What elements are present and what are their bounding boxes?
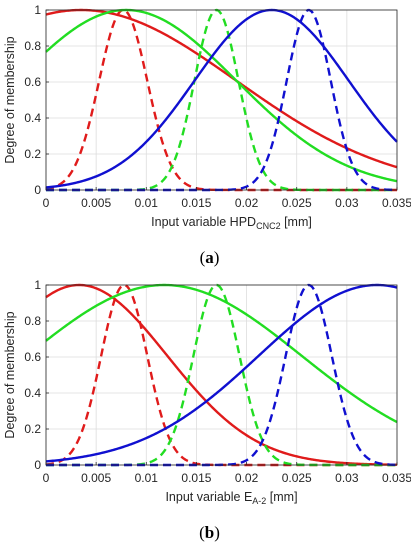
y-tick-label: 0.2 xyxy=(24,147,41,161)
x-tick-label: 0.035 xyxy=(382,196,411,210)
x-axis-label: Input variable EA-2 [mm] xyxy=(165,490,297,506)
x-tick-label: 0 xyxy=(43,196,50,210)
chart-panel-a: 0 0.005 0.01 0.015 0.02 0.025 0.03 0.035 0 0.2 0.4… xyxy=(3,3,411,267)
x-axis-label-subscript: CNC2 xyxy=(256,221,281,231)
axes-frame xyxy=(45,9,398,191)
x-tick-label: 0.005 xyxy=(81,196,111,210)
membership-chart-a: 0 0.005 0.01 0.015 0.02 0.025 0.03 0.035 0 0.2 0.4… xyxy=(3,3,411,267)
series-line-1-solid xyxy=(45,8,398,169)
series-line-1-solid xyxy=(45,283,398,466)
x-axis-label: Input variable HPDCNC2 [mm] xyxy=(151,215,312,231)
y-tick-labels: 0 0.2 0.4 0.6 0.8 1 xyxy=(24,278,49,472)
y-tick-label: 0.8 xyxy=(24,314,41,328)
x-tick-label: 0.01 xyxy=(135,196,159,210)
panel-label-letter: b xyxy=(205,523,214,542)
x-tick-label: 0.01 xyxy=(135,471,159,485)
x-axis-label-unit: [mm] xyxy=(266,490,297,504)
chart-panel-b: 0 0.005 0.01 0.015 0.02 0.025 0.03 0.035 0 0.2 0.4… xyxy=(0,275,411,550)
y-tick-label: 0.6 xyxy=(24,350,41,364)
y-axis-label: Degree of membership xyxy=(3,36,17,163)
y-tick-label: 0.8 xyxy=(24,39,41,53)
x-axis-label-main: Input variable E xyxy=(165,490,252,504)
axes-frame xyxy=(45,284,398,466)
y-tick-label: 0.6 xyxy=(24,75,41,89)
plot-area xyxy=(46,10,397,190)
y-tick-label: 0.4 xyxy=(24,386,41,400)
y-tick-label: 0.2 xyxy=(24,422,41,436)
x-tick-label: 0.03 xyxy=(335,471,359,485)
series-line-3-solid xyxy=(45,8,398,183)
y-tick-labels: 0 0.2 0.4 0.6 0.8 1 xyxy=(24,3,49,197)
panel-label-close: ) xyxy=(214,523,220,542)
x-tick-label: 0.015 xyxy=(181,196,211,210)
panel-label: (b) xyxy=(199,523,220,542)
x-tick-label: 0.005 xyxy=(81,471,111,485)
x-tick-label: 0.025 xyxy=(282,196,312,210)
plot-area xyxy=(46,285,397,465)
x-axis-label-subscript: A-2 xyxy=(252,496,266,506)
x-tick-label: 0.015 xyxy=(181,471,211,485)
x-tick-labels: 0 0.005 0.01 0.015 0.02 0.025 0.03 0.035 xyxy=(43,462,411,485)
y-tick-label: 0 xyxy=(34,458,41,472)
y-tick-label: 1 xyxy=(34,278,41,292)
x-tick-label: 0.025 xyxy=(282,471,312,485)
x-tick-label: 0.035 xyxy=(382,471,411,485)
series-line-5-solid xyxy=(45,283,398,463)
panel-label-open: ( xyxy=(199,523,205,542)
x-tick-label: 0.02 xyxy=(235,471,259,485)
y-tick-label: 0 xyxy=(34,183,41,197)
panel-label-open: ( xyxy=(200,248,206,267)
x-tick-label: 0.03 xyxy=(335,196,359,210)
y-tick-label: 1 xyxy=(34,3,41,17)
membership-chart-b: 0 0.005 0.01 0.015 0.02 0.025 0.03 0.035 0 0.2 0.4… xyxy=(3,278,411,542)
x-tick-label: 0 xyxy=(43,471,50,485)
x-tick-labels: 0 0.005 0.01 0.015 0.02 0.025 0.03 0.035 xyxy=(43,187,411,210)
panel-label: (a) xyxy=(200,248,220,267)
panel-label-letter: a xyxy=(205,248,214,267)
y-axis-label: Degree of membership xyxy=(3,311,17,438)
x-axis-label-unit: [mm] xyxy=(281,215,312,229)
panel-label-close: ) xyxy=(214,248,220,267)
x-axis-label-main: Input variable HPD xyxy=(151,215,256,229)
y-tick-label: 0.4 xyxy=(24,111,41,125)
x-tick-label: 0.02 xyxy=(235,196,259,210)
series-line-5-solid xyxy=(45,8,398,189)
